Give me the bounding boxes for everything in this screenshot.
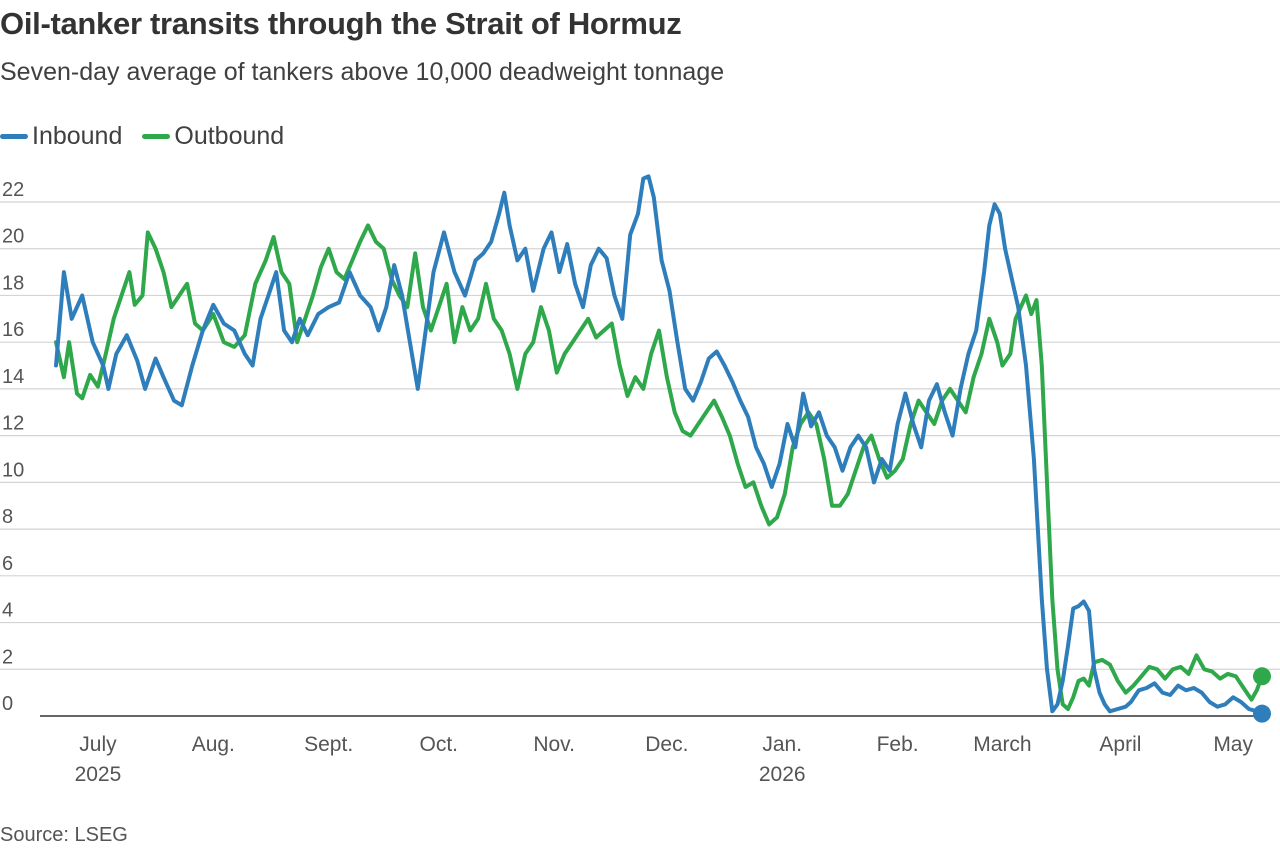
legend-swatch-outbound	[142, 134, 171, 139]
x-tick-label: May	[1213, 733, 1253, 756]
y-tick-label: 18	[2, 272, 24, 294]
chart-title: Oil-tanker transits through the Strait o…	[0, 6, 682, 41]
x-tick-label: Dec.	[645, 733, 688, 756]
x-tick-label: Feb.	[877, 733, 919, 756]
legend-swatch-inbound	[0, 134, 28, 139]
y-tick-label: 10	[2, 459, 24, 481]
x-tick-label: Aug.	[192, 733, 235, 756]
y-tick-label: 14	[2, 366, 24, 388]
y-tick-label: 6	[2, 553, 13, 575]
legend: Inbound Outbound	[0, 122, 284, 151]
legend-label-outbound: Outbound	[174, 122, 285, 150]
series-line-inbound	[54, 174, 1264, 716]
x-tick-label: Jan.	[762, 733, 802, 756]
x-tick-year-label: 2025	[75, 763, 122, 786]
source-note: Source: LSEG	[0, 824, 128, 846]
end-marker-outbound	[1253, 667, 1271, 686]
x-tick-label: March	[973, 733, 1031, 756]
y-tick-label: 0	[2, 693, 13, 715]
x-tick-year-label: 2026	[759, 763, 806, 786]
legend-label-inbound: Inbound	[32, 122, 123, 150]
y-tick-label: 16	[2, 319, 24, 341]
y-tick-label: 12	[2, 413, 24, 435]
y-tick-label: 20	[2, 226, 24, 248]
x-tick-label: July	[79, 733, 117, 756]
series-line-outbound	[54, 223, 1264, 711]
x-tick-label: Sept.	[304, 733, 353, 756]
legend-item-inbound: Inbound	[0, 122, 122, 151]
x-tick-label: April	[1099, 733, 1141, 756]
y-tick-label: 4	[2, 600, 13, 622]
y-tick-label: 2	[2, 646, 13, 668]
chart-subtitle: Seven-day average of tankers above 10,00…	[0, 58, 725, 86]
y-tick-label: 22	[2, 179, 24, 201]
end-marker-inbound	[1253, 704, 1271, 723]
x-tick-label: Oct.	[420, 733, 459, 756]
x-tick-label: Nov.	[533, 733, 575, 756]
y-tick-label: 8	[2, 506, 13, 528]
legend-item-outbound: Outbound	[142, 122, 284, 151]
